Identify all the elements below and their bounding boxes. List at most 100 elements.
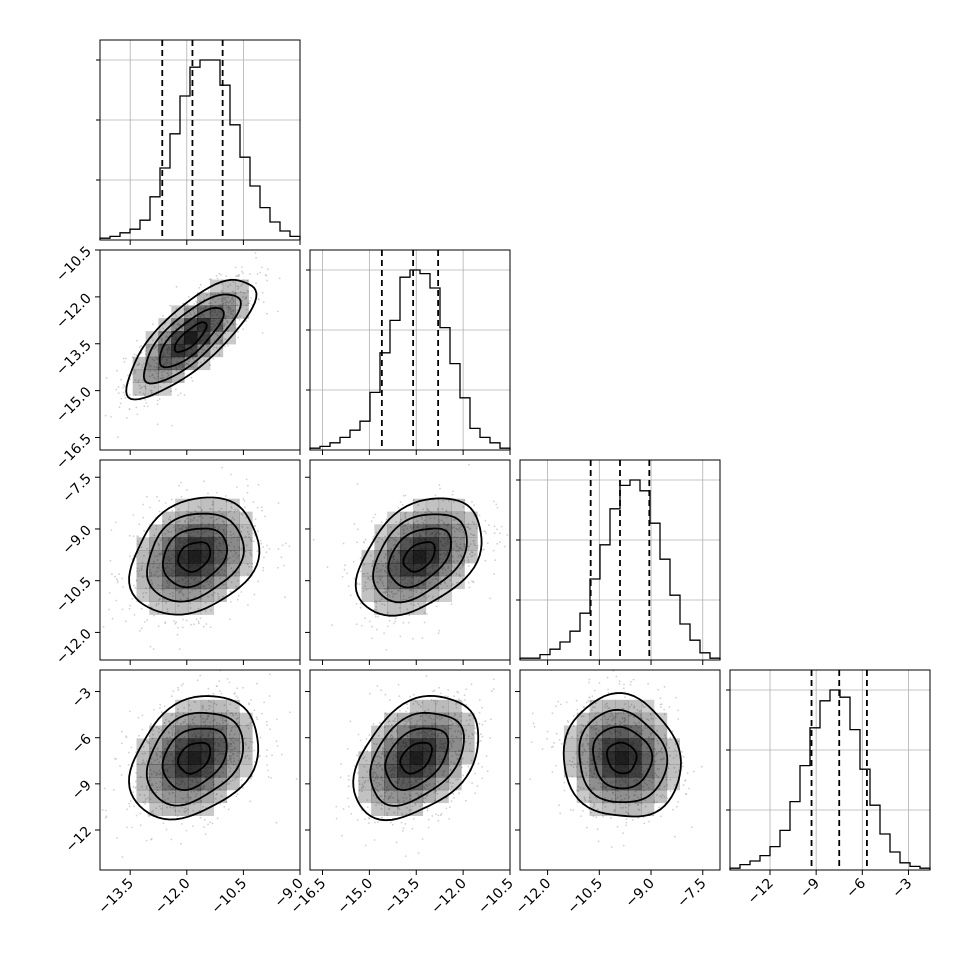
sample-point (277, 548, 280, 550)
density-cell (200, 725, 215, 739)
sample-point (235, 275, 237, 277)
sample-point (120, 397, 123, 400)
sample-point (239, 750, 242, 753)
sample-point (129, 604, 132, 607)
sample-point (377, 615, 379, 618)
sample-point (226, 678, 229, 680)
density-cell (422, 699, 436, 714)
sample-point (253, 709, 256, 711)
sample-point (240, 591, 243, 593)
sample-point (152, 812, 155, 815)
sample-point (503, 545, 506, 548)
sample-point (189, 602, 192, 605)
sample-point (199, 506, 202, 509)
sample-point (427, 708, 430, 711)
sample-point (231, 302, 233, 305)
sample-point (148, 776, 151, 779)
sample-point (262, 566, 265, 569)
sample-point (237, 288, 239, 290)
sample-point (424, 797, 427, 799)
sample-point (162, 327, 165, 330)
sample-point (384, 570, 386, 572)
sample-point (174, 622, 177, 625)
sample-point (125, 735, 127, 738)
sample-point (363, 564, 366, 566)
sample-point (133, 372, 136, 374)
sample-point (227, 330, 229, 332)
sample-point (162, 314, 164, 317)
sample-point (139, 824, 142, 827)
sample-point (247, 484, 249, 487)
sample-point (222, 595, 224, 598)
sample-point (265, 755, 268, 758)
sample-point (211, 503, 214, 506)
sample-point (393, 538, 396, 541)
sample-point (242, 686, 244, 689)
sample-point (370, 520, 373, 523)
density-cell (409, 699, 424, 714)
sample-point (346, 572, 348, 575)
sample-point (214, 293, 217, 295)
sample-point (238, 547, 241, 550)
sample-point (149, 645, 152, 648)
sample-point (456, 560, 459, 562)
sample-point (235, 718, 238, 720)
sample-point (398, 808, 401, 811)
sample-point (396, 731, 399, 734)
sample-point (422, 508, 424, 511)
sample-point (141, 714, 144, 717)
contour-line-2 (161, 527, 228, 589)
sample-point (156, 349, 159, 352)
sample-point (385, 588, 388, 590)
sample-point (478, 699, 481, 701)
sample-point (144, 621, 146, 623)
sample-point (242, 498, 245, 500)
sample-point (252, 540, 255, 543)
sample-point (172, 806, 175, 809)
sample-point (152, 709, 155, 711)
sample-point (277, 566, 279, 569)
sample-point (458, 792, 460, 795)
sample-point (405, 710, 408, 712)
sample-point (236, 316, 239, 319)
sample-point (208, 707, 211, 710)
sample-point (132, 535, 135, 537)
sample-point (200, 800, 203, 802)
sample-point (259, 754, 261, 757)
sample-point (142, 596, 145, 598)
density-cell (213, 699, 227, 714)
sample-point (372, 537, 374, 540)
sample-point (155, 807, 158, 810)
sample-point (249, 549, 252, 552)
sample-point (174, 809, 177, 812)
sample-point (137, 381, 140, 383)
sample-point (254, 518, 257, 521)
sample-point (159, 750, 161, 753)
sample-point (361, 783, 364, 786)
sample-point (169, 304, 172, 307)
sample-point (376, 755, 379, 758)
sample-point (167, 531, 170, 534)
sample-point (437, 814, 440, 817)
sample-point (382, 564, 385, 567)
sample-point (117, 386, 120, 388)
sample-point (256, 682, 258, 685)
sample-point (253, 761, 256, 763)
sample-point (205, 623, 208, 625)
sample-point (211, 594, 214, 597)
sample-point (450, 720, 452, 722)
sample-point (250, 540, 253, 542)
sample-point (489, 737, 491, 739)
sample-point (155, 752, 158, 755)
sample-point (441, 508, 444, 510)
sample-point (112, 789, 115, 791)
sample-point (141, 386, 143, 389)
sample-point (365, 759, 368, 762)
sample-point (228, 758, 231, 761)
sample-point (373, 559, 375, 562)
sample-point (402, 494, 405, 497)
sample-point (168, 518, 170, 520)
sample-point (246, 563, 249, 566)
sample-point (374, 615, 377, 618)
sample-point (237, 536, 239, 538)
